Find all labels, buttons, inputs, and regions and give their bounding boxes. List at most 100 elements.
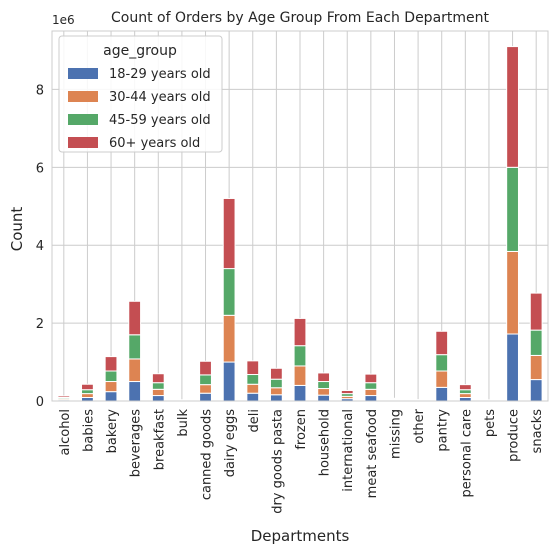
- bar-segment: [199, 392, 212, 402]
- bar-segment: [506, 333, 519, 402]
- legend-label: 30-44 years old: [109, 90, 211, 105]
- bar-segment: [128, 300, 142, 336]
- bar-segment: [128, 358, 142, 383]
- bar-segment: [293, 365, 307, 386]
- bar-segment: [364, 382, 378, 390]
- bar-segment: [81, 393, 94, 398]
- ticks-layer: 0 2 4 6 8 alcohol babies bakery beverages breakfa…: [36, 83, 545, 513]
- bar-segment: [246, 374, 260, 385]
- bar-segment: [458, 396, 472, 402]
- bar-segment: [364, 373, 378, 384]
- legend-swatch: [68, 91, 98, 102]
- bar-segment: [293, 317, 307, 347]
- x-tick-label: pets: [483, 409, 498, 437]
- bar-segment: [269, 394, 283, 402]
- x-tick-label: personal care: [459, 409, 474, 497]
- y-tick-label: 6: [36, 161, 44, 176]
- x-axis-label: Departments: [251, 527, 350, 545]
- bar-segment: [246, 360, 260, 376]
- bar-segment: [364, 388, 378, 397]
- y-tick-label: 0: [36, 395, 44, 410]
- x-tick-label: other: [412, 408, 427, 443]
- y-tick-label: 2: [36, 317, 44, 332]
- bar-segment: [81, 396, 94, 402]
- bar-segment: [364, 395, 378, 402]
- bar-segment: [104, 391, 118, 402]
- x-tick-label: dry goods pasta: [270, 409, 285, 514]
- bar-segment: [222, 361, 236, 402]
- bar-segment: [529, 292, 543, 331]
- y-tick-label: 8: [36, 83, 44, 98]
- bar-segment: [317, 388, 331, 396]
- legend-label: 18-29 years old: [109, 67, 211, 82]
- bar-segment: [317, 394, 331, 402]
- bar-segment: [222, 197, 236, 270]
- x-tick-label: deli: [247, 409, 262, 432]
- legend-label: 45-59 years old: [109, 113, 211, 128]
- bar-segment: [458, 389, 472, 395]
- x-tick-label: breakfast: [152, 409, 167, 470]
- bar-segment: [269, 378, 283, 389]
- bar-segment: [529, 354, 543, 381]
- legend-title: age_group: [103, 43, 177, 59]
- chart-title: Count of Orders by Age Group From Each D…: [111, 10, 490, 26]
- bar-segment: [151, 388, 165, 397]
- y-axis-label: Count: [8, 207, 26, 252]
- bar-segment: [128, 381, 142, 402]
- bar-segment: [458, 393, 472, 398]
- bar-segment: [340, 389, 354, 395]
- bar-segment: [293, 384, 307, 402]
- bar-segment: [81, 383, 94, 391]
- bar-segment: [435, 354, 449, 372]
- x-tick-label: beverages: [129, 409, 144, 478]
- bar-segment: [222, 314, 236, 363]
- bar-segment: [246, 383, 260, 394]
- bar-segment: [458, 384, 472, 391]
- x-tick-label: bakery: [105, 409, 120, 454]
- bar-segment: [151, 382, 165, 390]
- x-tick-label: international: [341, 409, 356, 492]
- x-tick-label: dairy eggs: [223, 409, 238, 478]
- bar-segment: [506, 46, 519, 168]
- bar-segment: [222, 268, 236, 316]
- bar-segment: [317, 381, 331, 390]
- bar-segment: [435, 370, 449, 388]
- x-tick-label: babies: [81, 409, 96, 452]
- bar-segment: [529, 329, 543, 356]
- x-tick-label: alcohol: [58, 409, 73, 455]
- legend-swatch: [68, 114, 98, 125]
- bar-segment: [269, 387, 283, 396]
- legend-swatch: [68, 68, 98, 79]
- x-tick-label: snacks: [530, 409, 545, 454]
- bar-segment: [506, 166, 519, 252]
- bar-segment: [151, 373, 165, 384]
- y-tick-label: 4: [36, 239, 44, 254]
- bar-segment: [199, 360, 212, 376]
- x-tick-label: frozen: [294, 409, 309, 450]
- x-tick-label: canned goods: [200, 409, 215, 500]
- bar-segment: [388, 397, 401, 400]
- bar-segment: [269, 367, 283, 380]
- bar-segment: [128, 334, 142, 360]
- legend-swatch: [68, 137, 98, 148]
- x-tick-label: pantry: [436, 409, 451, 452]
- bar-segment: [57, 395, 71, 398]
- legend-label: 60+ years old: [109, 136, 200, 151]
- x-tick-label: bulk: [176, 409, 191, 437]
- bar-segment: [104, 370, 118, 383]
- bar-segment: [151, 395, 165, 402]
- bar-segment: [104, 356, 118, 372]
- bar-segment: [293, 345, 307, 367]
- x-tick-label: missing: [388, 409, 403, 459]
- bar-segment: [435, 330, 449, 356]
- x-tick-label: meat seafood: [365, 409, 380, 498]
- bar-segment: [317, 372, 331, 383]
- bar-segment: [506, 250, 519, 335]
- bar-segment: [435, 386, 449, 402]
- bar-segment: [246, 392, 260, 402]
- bar-segment: [199, 374, 212, 386]
- bar-segment: [199, 384, 212, 394]
- legend-items: 18-29 years old 30-44 years old 45-59 year…: [68, 67, 211, 151]
- bar-segment: [104, 381, 118, 393]
